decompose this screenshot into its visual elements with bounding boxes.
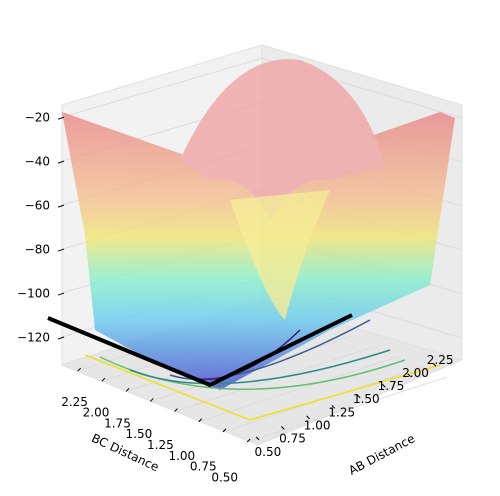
y-tick-label: 2.25 xyxy=(61,395,88,409)
x-tick-label: 1.00 xyxy=(304,419,331,433)
y-tick xyxy=(149,398,154,402)
y-tick xyxy=(222,428,227,433)
y-tick xyxy=(125,387,130,392)
trajectory xyxy=(47,313,353,388)
x-tick xyxy=(382,383,386,388)
y-tick-label: 1.00 xyxy=(168,449,195,463)
z-tick xyxy=(57,292,65,296)
y-tick-label: 2.00 xyxy=(83,406,110,420)
x-tick-label: 1.75 xyxy=(378,379,405,393)
x-tick xyxy=(280,426,285,430)
y-tick xyxy=(246,438,251,443)
z-tick-label: −60 xyxy=(25,199,50,213)
surface xyxy=(62,59,455,390)
x-tick-label: 2.00 xyxy=(402,366,429,380)
y-tick-label: 1.25 xyxy=(147,438,174,452)
z-tick-label: −80 xyxy=(25,243,50,257)
x-tick xyxy=(356,394,361,399)
x-tick xyxy=(331,404,336,409)
z-tick-label: −100 xyxy=(17,287,50,301)
z-tick-label: −120 xyxy=(17,331,50,345)
x-tick xyxy=(407,373,411,378)
z-tick xyxy=(57,116,65,120)
y-tick xyxy=(198,418,203,423)
y-tick-label: 0.50 xyxy=(211,470,238,484)
x-tick xyxy=(306,415,310,420)
x-axis-label: AB Distance xyxy=(346,431,417,478)
x-tick-label: 1.50 xyxy=(353,392,380,406)
y-tick xyxy=(174,408,178,412)
grid-line xyxy=(247,376,448,443)
y-tick-label: 1.50 xyxy=(126,427,153,441)
grid-line xyxy=(61,57,263,118)
y-tick xyxy=(101,377,106,382)
x-tick-label: 0.75 xyxy=(279,432,306,446)
z-tick xyxy=(57,336,65,340)
x-tick xyxy=(255,436,260,441)
y-tick xyxy=(77,367,82,372)
z-tick-label: −40 xyxy=(25,155,50,169)
contours xyxy=(84,319,441,421)
z-tick xyxy=(57,204,65,208)
x-tick-label: 2.25 xyxy=(427,353,454,367)
z-tick xyxy=(57,248,65,252)
x-tick-label: 0.50 xyxy=(255,445,282,459)
z-tick xyxy=(57,160,65,164)
x-tick-label: 1.25 xyxy=(328,405,355,419)
y-tick-label: 1.75 xyxy=(104,416,131,430)
x-tick xyxy=(432,362,437,367)
grid-line xyxy=(198,356,399,423)
y-tick-label: 0.75 xyxy=(190,460,217,474)
z-tick-label: −20 xyxy=(25,111,50,125)
